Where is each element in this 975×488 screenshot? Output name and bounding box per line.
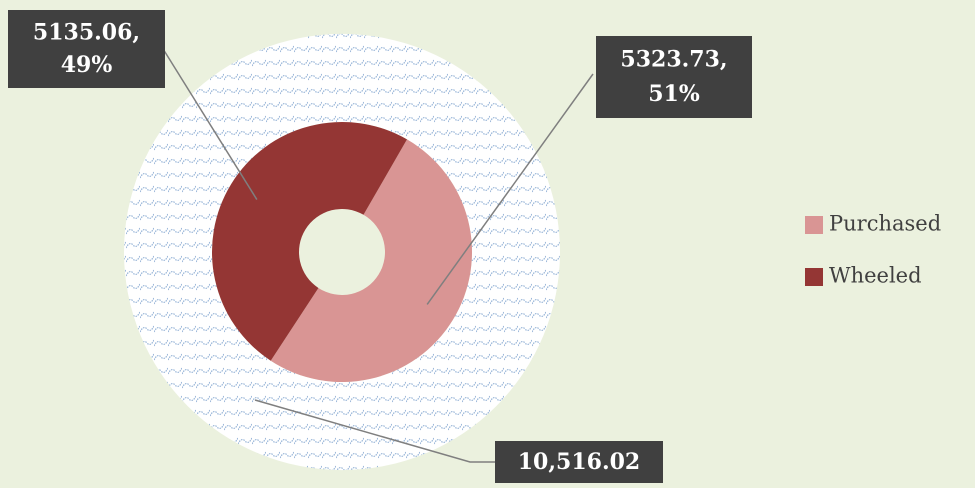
leader-line — [254, 399, 496, 463]
leader-line — [159, 43, 258, 200]
legend-swatch — [805, 216, 823, 234]
data-label: 5135.06, — [33, 19, 140, 45]
legend-label: Wheeled — [829, 264, 922, 288]
percent-label: 49% — [61, 52, 113, 78]
legend-swatch — [805, 268, 823, 286]
label-box — [8, 10, 165, 88]
segment — [270, 139, 473, 383]
outer-ring — [123, 33, 561, 471]
label-box — [596, 36, 752, 118]
leader-line — [426, 73, 594, 305]
segment — [212, 122, 407, 361]
data-label: 5323.73, — [620, 47, 727, 73]
label-box — [495, 441, 663, 483]
percent-label: 51% — [648, 81, 700, 107]
legend-label: Purchased — [829, 212, 941, 236]
total-label: 10,516.02 — [518, 449, 640, 475]
